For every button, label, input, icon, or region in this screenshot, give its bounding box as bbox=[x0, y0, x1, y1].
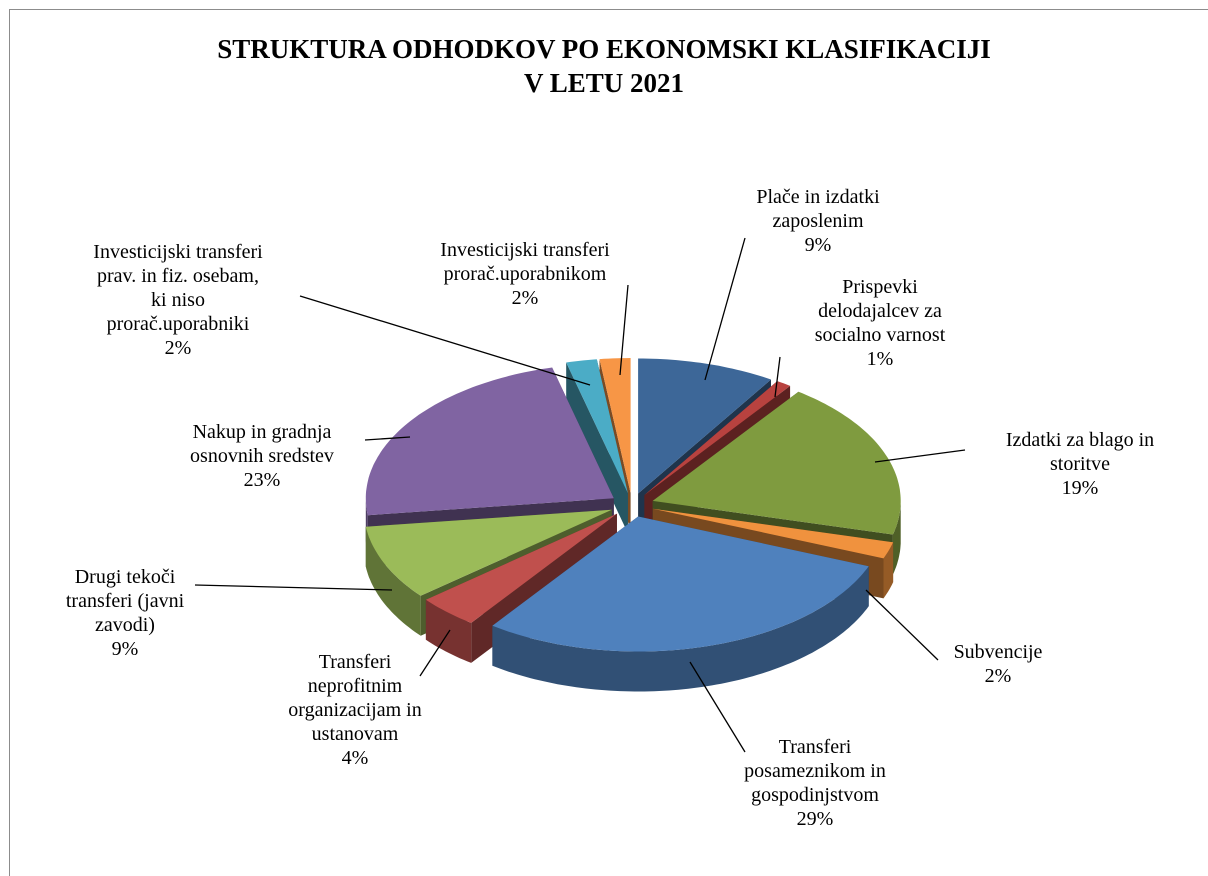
category-label: Izdatki za blago in storitve bbox=[1005, 429, 1155, 475]
slice-top bbox=[365, 367, 614, 516]
category-label: Transferi posameznikom in gospodinjstvom bbox=[744, 736, 886, 806]
leader-line bbox=[689, 661, 746, 753]
category-label: Drugi tekoči transferi (javni zavodi) bbox=[65, 566, 185, 636]
data-label: Plače in izdatki zaposlenim 9% bbox=[688, 185, 948, 257]
leader-line bbox=[194, 584, 393, 591]
data-label: Investicijski transferi prorač.uporabnik… bbox=[395, 238, 655, 310]
slice-top bbox=[644, 381, 791, 496]
data-label: Izdatki za blago in storitve 19% bbox=[950, 428, 1208, 500]
leader-line bbox=[419, 629, 451, 677]
value-label: 2% bbox=[511, 287, 539, 309]
value-label: 2% bbox=[164, 337, 192, 359]
value-label: 9% bbox=[111, 638, 139, 660]
slice bbox=[566, 359, 628, 534]
category-label: Nakup in gradnja osnovnih sredstev bbox=[190, 421, 334, 467]
category-label: Subvencije bbox=[953, 641, 1043, 663]
slice-side bbox=[492, 566, 869, 692]
slice bbox=[492, 516, 869, 692]
slice-top bbox=[599, 358, 631, 493]
slice-top bbox=[566, 359, 628, 494]
value-label: 4% bbox=[341, 747, 369, 769]
value-label: 1% bbox=[866, 348, 894, 370]
data-label: Prispevki delodajalcev za socialno varno… bbox=[750, 275, 1010, 371]
data-label: Transferi neprofitnim organizacijam in u… bbox=[225, 650, 485, 770]
value-label: 9% bbox=[804, 234, 832, 256]
slice-top bbox=[425, 513, 617, 623]
slice-top bbox=[492, 516, 869, 652]
data-label: Nakup in gradnja osnovnih sredstev 23% bbox=[132, 420, 392, 492]
value-label: 2% bbox=[984, 665, 1012, 687]
data-label: Drugi tekoči transferi (javni zavodi) 9% bbox=[0, 565, 255, 661]
leader-line bbox=[874, 449, 966, 463]
slice-top bbox=[638, 358, 771, 494]
value-label: 29% bbox=[796, 808, 834, 830]
slice-side bbox=[883, 542, 894, 599]
value-label: 23% bbox=[243, 469, 281, 491]
category-label: Investicijski transferi prav. in fiz. os… bbox=[93, 241, 263, 335]
slice-top bbox=[652, 508, 894, 559]
chart-title: STRUKTURA ODHODKOV PO EKONOMSKI KLASIFIK… bbox=[217, 34, 991, 98]
category-label: Transferi neprofitnim organizacijam in u… bbox=[288, 651, 422, 745]
slice-side bbox=[365, 526, 421, 636]
slice-radial-side bbox=[566, 362, 628, 534]
data-label: Investicijski transferi prav. in fiz. os… bbox=[48, 240, 308, 360]
category-label: Prispevki delodajalcev za socialno varno… bbox=[814, 276, 946, 346]
leader-line bbox=[619, 284, 629, 376]
data-label: Subvencije 2% bbox=[868, 640, 1128, 688]
leader-line bbox=[865, 589, 939, 661]
category-label: Plače in izdatki zaposlenim bbox=[756, 186, 880, 232]
value-label: 19% bbox=[1061, 477, 1099, 499]
data-label: Transferi posameznikom in gospodinjstvom… bbox=[685, 735, 945, 831]
slice-top bbox=[652, 391, 901, 535]
category-label: Investicijski transferi prorač.uporabnik… bbox=[440, 239, 610, 285]
leader-line bbox=[364, 436, 411, 441]
slice-side bbox=[892, 500, 901, 575]
slice-top bbox=[365, 509, 612, 596]
leader-line bbox=[704, 237, 746, 381]
leader-line bbox=[299, 295, 591, 386]
leader-line bbox=[774, 356, 781, 398]
chart-frame bbox=[9, 9, 1208, 876]
